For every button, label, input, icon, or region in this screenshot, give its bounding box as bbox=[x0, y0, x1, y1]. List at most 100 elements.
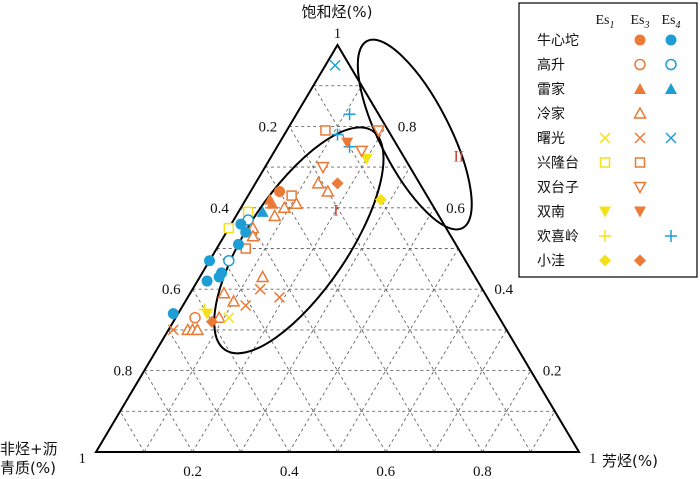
grid-line bbox=[240, 166, 411, 452]
data-point bbox=[167, 324, 179, 336]
data-point bbox=[204, 255, 216, 267]
legend-marker bbox=[634, 83, 646, 94]
tick-label: 0.4 bbox=[280, 464, 299, 479]
axis-title-left-line1: 非烃+沥 bbox=[0, 440, 58, 458]
data-point bbox=[331, 177, 344, 190]
data-point bbox=[256, 205, 269, 217]
legend-marker bbox=[634, 157, 646, 168]
grid-line bbox=[482, 370, 532, 452]
data-point bbox=[311, 176, 325, 189]
axis-title-right: 芳烃(%) bbox=[602, 452, 658, 470]
data-point bbox=[190, 322, 205, 336]
tick-labels: 0.2 0.2 0.2 0.4 0.4 0.4 0.6 0.6 0.6 0.8 0.8 0.8 1 1 1 bbox=[79, 26, 597, 479]
data-point bbox=[217, 286, 231, 299]
data-point bbox=[240, 226, 252, 238]
data-point bbox=[321, 184, 335, 197]
data-point bbox=[226, 294, 241, 307]
tick-label: 1 bbox=[589, 451, 597, 467]
group-label: I bbox=[333, 202, 338, 219]
tick-label: 0.8 bbox=[114, 364, 133, 380]
legend-marker bbox=[634, 132, 646, 144]
data-point bbox=[286, 190, 297, 201]
data-point bbox=[235, 218, 247, 230]
legend-marker bbox=[633, 181, 647, 195]
tick-label: 0.2 bbox=[543, 364, 562, 380]
tick-label: 1 bbox=[79, 451, 87, 467]
legend-marker bbox=[634, 254, 646, 267]
group-label: II bbox=[453, 149, 464, 166]
data-point bbox=[374, 193, 387, 206]
grid-line bbox=[119, 411, 145, 452]
legend-label: 兴隆台 bbox=[537, 156, 579, 172]
legend-marker bbox=[599, 254, 611, 267]
legend-marker bbox=[665, 58, 677, 71]
data-point bbox=[201, 308, 214, 320]
data-point bbox=[255, 269, 270, 283]
data-point bbox=[371, 125, 386, 138]
data-point bbox=[289, 196, 304, 209]
legend-label: 双南 bbox=[537, 205, 565, 221]
tick-label: 0.6 bbox=[162, 282, 181, 298]
legend-label: 冷家 bbox=[537, 106, 565, 123]
data-point bbox=[277, 200, 292, 214]
data-point bbox=[254, 283, 266, 295]
tick-label: 0.8 bbox=[398, 119, 417, 135]
group-ellipse bbox=[213, 126, 385, 355]
data-point bbox=[354, 145, 369, 158]
legend-label: 欢喜岭 bbox=[537, 229, 579, 245]
data-point bbox=[316, 161, 330, 175]
grid-line bbox=[216, 248, 338, 452]
legend-marker bbox=[599, 206, 611, 218]
legend-label: 曙光 bbox=[537, 131, 565, 147]
data-point bbox=[205, 315, 218, 328]
legend-marker bbox=[633, 106, 647, 119]
legend-marker bbox=[665, 83, 677, 94]
data-point bbox=[212, 310, 226, 323]
group-ellipses: III bbox=[213, 38, 473, 355]
data-point bbox=[223, 312, 235, 324]
legend-marker bbox=[665, 132, 677, 144]
grid-line bbox=[143, 370, 193, 452]
legend-marker bbox=[599, 132, 611, 144]
group-ellipse bbox=[356, 38, 473, 231]
data-point bbox=[329, 59, 341, 71]
legend-label: 牛心坨 bbox=[537, 32, 579, 49]
legend-marker bbox=[599, 230, 611, 242]
tick-label: 0.2 bbox=[258, 119, 277, 135]
legend-label: 雷家 bbox=[537, 81, 565, 98]
data-point bbox=[266, 197, 279, 209]
data-point bbox=[343, 108, 356, 121]
data-point bbox=[274, 186, 286, 198]
grid-line bbox=[168, 329, 242, 452]
grid-line bbox=[337, 248, 459, 452]
grid-line bbox=[385, 288, 483, 452]
grid-lines bbox=[119, 85, 556, 452]
legend-marker bbox=[665, 230, 677, 242]
grid-line bbox=[143, 85, 363, 452]
tick-label: 0.4 bbox=[210, 201, 229, 217]
legend-marker bbox=[634, 34, 646, 46]
legend-marker bbox=[599, 157, 611, 168]
data-point bbox=[341, 137, 354, 149]
tick-label: 0.8 bbox=[473, 464, 492, 479]
data-point bbox=[240, 299, 252, 312]
data-point bbox=[223, 222, 235, 234]
data-point bbox=[223, 254, 235, 267]
data-point bbox=[232, 238, 244, 250]
legend-label: 双台子 bbox=[537, 180, 579, 196]
data-point bbox=[320, 125, 331, 136]
data-point bbox=[189, 311, 201, 324]
tick-label: 0.6 bbox=[376, 464, 395, 479]
axis-title-top: 饱和烃(%) bbox=[302, 3, 373, 21]
legend-marker bbox=[665, 34, 677, 46]
legend-label: 高升 bbox=[537, 57, 565, 74]
data-points bbox=[167, 59, 387, 336]
data-point bbox=[167, 308, 179, 320]
data-point bbox=[274, 291, 286, 303]
data-point bbox=[267, 208, 282, 222]
tick-label: 0.2 bbox=[183, 464, 202, 479]
legend-label: 小洼 bbox=[537, 254, 565, 270]
tick-label: 0.6 bbox=[446, 201, 465, 217]
